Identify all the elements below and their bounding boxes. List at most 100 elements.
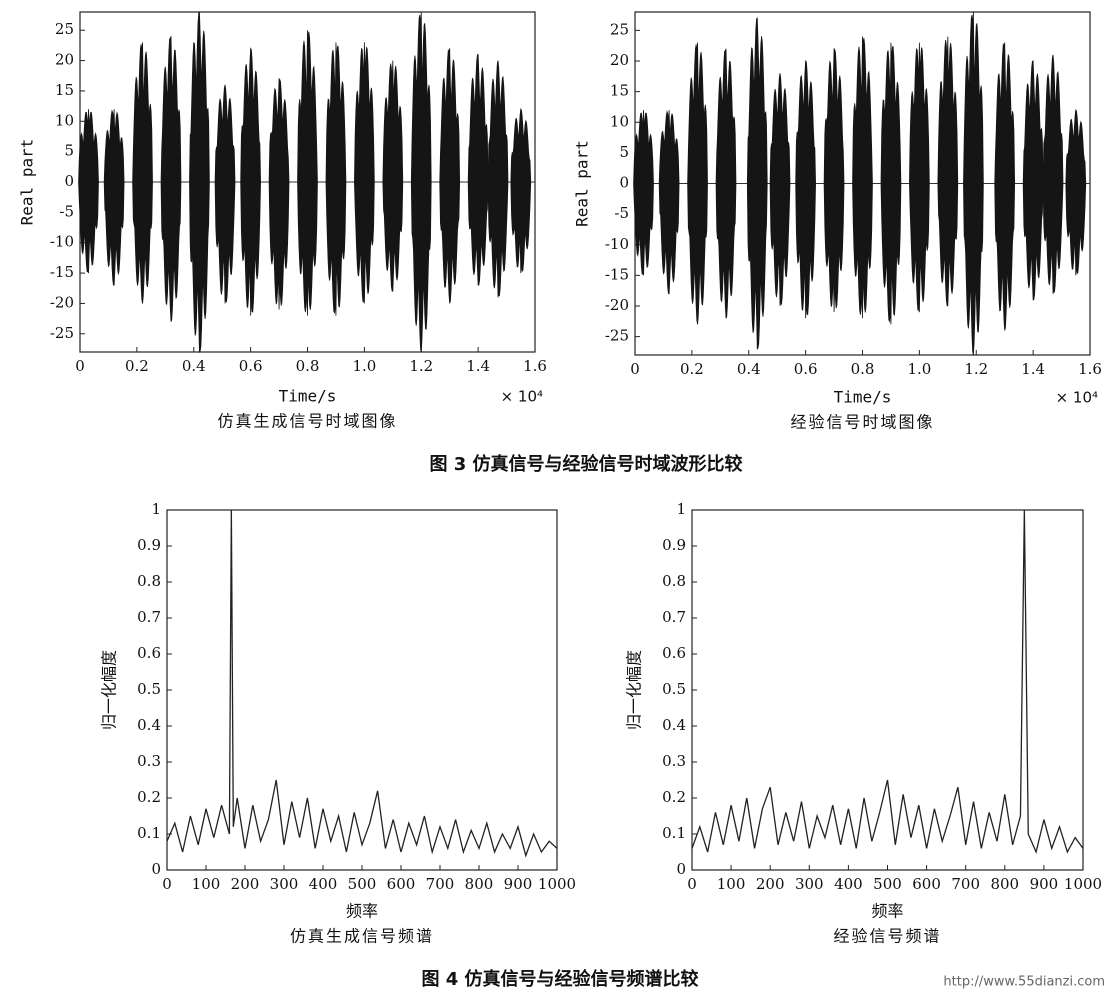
y-tick-label: 10: [55, 111, 74, 129]
x-tick-label: 0: [630, 360, 640, 378]
spectrum-line: [166, 509, 558, 858]
signal-burst: [240, 47, 261, 316]
x-multiplier: × 10⁴: [1056, 389, 1098, 407]
y-tick-label: -15: [605, 265, 629, 283]
signal-burst: [658, 109, 680, 295]
y-tick-label: 0.7: [137, 608, 161, 626]
y-tick-label: 0.6: [662, 644, 686, 662]
x-tick-label: 600: [912, 875, 941, 893]
chart-subtitle: 经验信号频谱: [833, 927, 941, 946]
x-tick-label: 200: [756, 875, 785, 893]
signal-burst: [214, 84, 236, 304]
x-tick-label: 1.0: [352, 357, 376, 375]
chart-subtitle: 经验信号时域图像: [790, 413, 934, 432]
x-tick-label: 1.4: [466, 357, 490, 375]
plot-frame: [691, 509, 1084, 871]
signal-burst: [633, 109, 654, 276]
figure-caption: 图 4 仿真信号与经验信号频谱比较: [421, 968, 698, 990]
y-tick-label: -10: [50, 233, 74, 251]
y-tick-label: 0.4: [662, 716, 686, 734]
y-tick-label: 25: [55, 20, 74, 38]
signal-burst: [1065, 108, 1087, 276]
x-axis-label: Time/s: [279, 387, 337, 406]
x-axis-label: 频率: [871, 902, 903, 921]
y-tick-label: 0.2: [137, 788, 161, 806]
x-tick-label: 0: [687, 875, 697, 893]
spectrum-line: [691, 509, 1084, 855]
y-tick-label: 1: [151, 500, 161, 518]
x-tick-label: 1.6: [1078, 360, 1102, 378]
x-tick-label: 600: [387, 875, 416, 893]
x-axis-label: Time/s: [834, 388, 892, 407]
signal-burst: [937, 36, 959, 307]
x-tick-label: 0.6: [239, 357, 263, 375]
y-tick-label: 1: [676, 500, 686, 518]
y-axis-label: 归一化幅度: [625, 650, 644, 730]
x-tick-label: 400: [309, 875, 338, 893]
figure-caption: 图 3 仿真信号与经验信号时域波形比较: [429, 453, 742, 475]
signal-burst: [994, 42, 1016, 331]
y-tick-label: 0: [64, 172, 74, 190]
y-tick-label: -10: [605, 235, 629, 253]
signal-burst: [746, 17, 768, 350]
plot-frame: [166, 509, 558, 871]
y-axis-label: Real part: [18, 139, 37, 226]
y-tick-label: 0.9: [662, 536, 686, 554]
signal-burst: [78, 109, 99, 274]
signal-burst: [1022, 60, 1044, 301]
signal-burst: [382, 60, 404, 292]
signal-burst: [354, 42, 375, 304]
x-tick-label: 1.0: [907, 360, 931, 378]
signal-burst: [880, 42, 902, 325]
x-tick-label: 0.6: [794, 360, 818, 378]
y-tick-label: -15: [50, 263, 74, 281]
y-tick-label: -25: [605, 327, 629, 345]
y-tick-label: 0.3: [137, 752, 161, 770]
y-tick-label: 0: [619, 174, 629, 192]
x-tick-label: 100: [192, 875, 221, 893]
chart-subtitle: 仿真生成信号时域图像: [217, 412, 397, 431]
x-tick-label: 1.2: [964, 360, 988, 378]
y-tick-label: 0.6: [137, 644, 161, 662]
y-axis-label: Real part: [573, 140, 592, 227]
chart-subtitle: 仿真生成信号频谱: [290, 927, 434, 946]
y-tick-label: 0: [676, 860, 686, 878]
signal-burst: [487, 60, 509, 298]
signal-burst: [325, 42, 347, 316]
x-tick-label: 1.4: [1021, 360, 1045, 378]
x-tick-label: 0: [162, 875, 172, 893]
x-tick-label: 0.8: [296, 357, 320, 375]
signal-burst: [268, 77, 290, 310]
y-tick-label: 0.7: [662, 608, 686, 626]
signal-burst: [439, 48, 461, 304]
y-tick-label: -5: [59, 202, 74, 220]
signal-burst: [467, 53, 489, 286]
x-tick-label: 700: [426, 875, 455, 893]
signal-burst: [823, 47, 845, 313]
x-tick-label: 0.8: [851, 360, 875, 378]
signal-burst: [795, 59, 816, 319]
signal-burst: [769, 73, 791, 307]
x-tick-label: 0: [75, 357, 85, 375]
y-tick-label: 0.1: [662, 824, 686, 842]
y-tick-label: 0.9: [137, 536, 161, 554]
signal-burst: [297, 30, 318, 316]
x-tick-label: 1000: [1064, 875, 1102, 893]
signal-burst: [963, 11, 984, 356]
y-tick-label: -25: [50, 324, 74, 342]
y-tick-label: 0.8: [662, 572, 686, 590]
y-tick-label: -5: [614, 204, 629, 222]
x-tick-label: 900: [504, 875, 533, 893]
signal-burst: [510, 108, 532, 274]
y-tick-label: 0.3: [662, 752, 686, 770]
signal-burst: [852, 36, 873, 319]
signal-burst: [715, 48, 737, 319]
y-tick-label: 5: [619, 143, 629, 161]
y-tick-label: 0: [151, 860, 161, 878]
y-tick-label: 0.5: [662, 680, 686, 698]
y-tick-label: 0.1: [137, 824, 161, 842]
y-tick-label: 5: [64, 142, 74, 160]
x-tick-label: 1.6: [523, 357, 547, 375]
x-tick-label: 1000: [538, 875, 576, 893]
